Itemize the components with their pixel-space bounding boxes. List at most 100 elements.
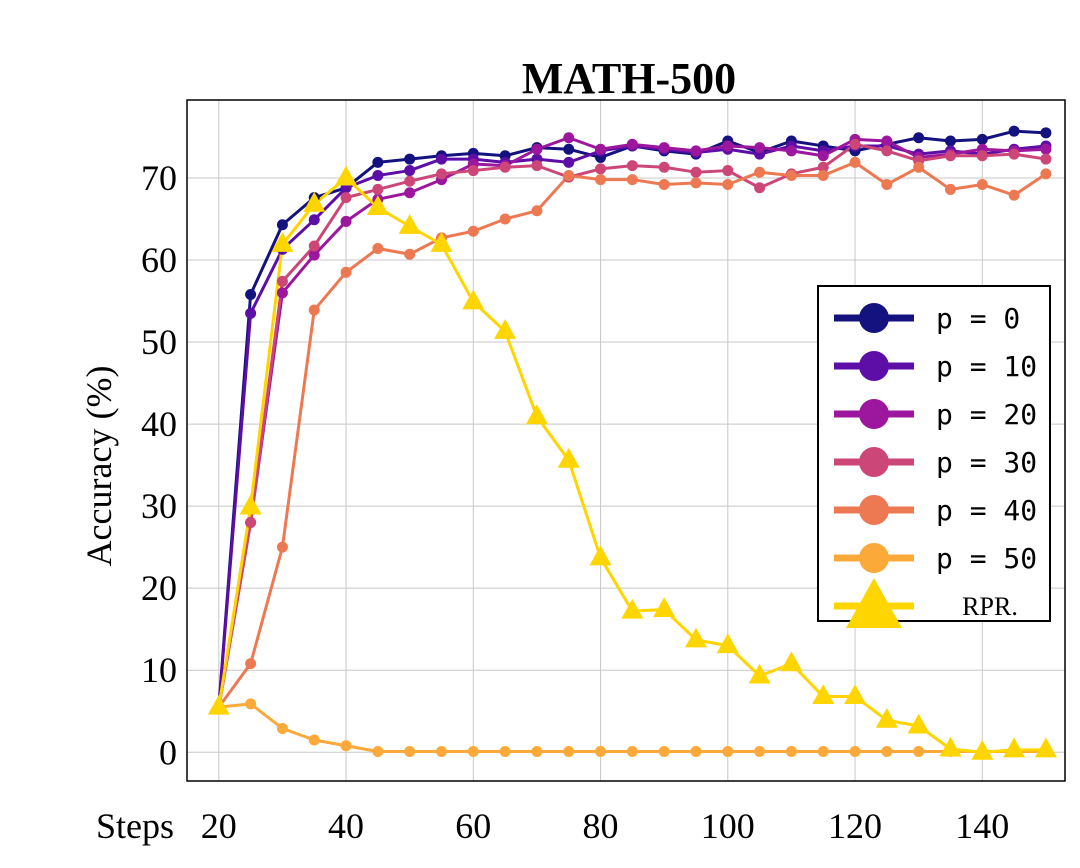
- data-point: [563, 143, 575, 155]
- plot-frame: [186, 99, 1066, 782]
- data-point: [462, 289, 485, 310]
- data-point: [976, 150, 988, 162]
- data-point: [849, 138, 861, 150]
- x-tick-label: 80: [583, 806, 619, 846]
- data-point: [563, 745, 575, 757]
- data-point: [372, 169, 384, 181]
- data-point: [372, 183, 384, 195]
- data-point: [531, 205, 543, 217]
- data-point: [754, 745, 766, 757]
- data-point: [913, 161, 925, 173]
- legend-marker: [846, 578, 902, 628]
- data-point: [944, 183, 956, 195]
- chart-title: MATH-500: [522, 54, 736, 103]
- data-point: [308, 304, 320, 316]
- data-point: [563, 156, 575, 168]
- data-point: [404, 248, 416, 260]
- data-point: [1040, 143, 1052, 155]
- y-tick-label: 50: [141, 322, 177, 362]
- data-point: [754, 182, 766, 194]
- x-axis-label: Steps: [96, 806, 174, 846]
- data-point: [499, 745, 511, 757]
- y-tick-label: 0: [159, 732, 177, 772]
- data-point: [716, 633, 739, 654]
- data-point: [722, 165, 734, 177]
- data-point: [372, 156, 384, 168]
- data-point: [881, 145, 893, 157]
- data-point: [372, 745, 384, 757]
- x-tick-label: 20: [201, 806, 237, 846]
- data-point: [1008, 125, 1020, 137]
- y-tick-label: 60: [141, 240, 177, 280]
- data-point: [340, 740, 352, 752]
- data-point: [308, 734, 320, 746]
- data-point: [404, 165, 416, 177]
- data-point: [276, 275, 288, 287]
- legend-marker: [859, 399, 889, 429]
- data-point: [1040, 153, 1052, 165]
- data-point: [785, 745, 797, 757]
- data-point: [595, 143, 607, 155]
- data-point: [271, 232, 294, 252]
- data-point: [404, 175, 416, 187]
- x-tick-label: 120: [828, 806, 882, 846]
- data-point: [817, 745, 829, 757]
- data-point: [563, 132, 575, 144]
- data-point: [499, 213, 511, 225]
- data-point: [467, 745, 479, 757]
- data-point: [690, 145, 702, 157]
- data-point: [849, 156, 861, 168]
- x-tick-label: 60: [455, 806, 491, 846]
- data-point: [976, 179, 988, 191]
- data-point: [276, 541, 288, 553]
- legend-marker: [859, 543, 889, 573]
- data-point: [1008, 148, 1020, 160]
- data-point: [881, 745, 893, 757]
- data-point: [817, 169, 829, 181]
- y-tick-label: 10: [141, 650, 177, 690]
- data-point: [563, 169, 575, 181]
- legend-box: [817, 285, 1051, 622]
- legend-label: p = 30: [936, 446, 1037, 479]
- data-point: [1034, 737, 1057, 758]
- data-point: [245, 698, 257, 710]
- data-point: [748, 663, 771, 684]
- data-point: [435, 168, 447, 180]
- data-point: [939, 736, 962, 757]
- data-point: [684, 627, 707, 648]
- data-point: [944, 150, 956, 162]
- data-point: [812, 684, 835, 705]
- data-point: [1040, 127, 1052, 139]
- data-point: [690, 166, 702, 178]
- data-point: [658, 745, 670, 757]
- data-point: [913, 745, 925, 757]
- data-point: [207, 694, 230, 715]
- data-point: [780, 651, 803, 672]
- data-point: [1003, 737, 1026, 758]
- data-point: [404, 153, 416, 165]
- data-point: [499, 161, 511, 173]
- data-point: [239, 494, 262, 515]
- legend-label: p = 40: [936, 494, 1037, 527]
- y-tick-label: 40: [141, 404, 177, 444]
- data-point: [913, 132, 925, 144]
- data-point: [276, 287, 288, 299]
- legend-label: p = 10: [936, 350, 1037, 383]
- x-tick-label: 40: [328, 806, 364, 846]
- data-point: [276, 722, 288, 734]
- data-point: [595, 174, 607, 186]
- legend-label: p = 20: [936, 398, 1037, 431]
- data-point: [1008, 189, 1020, 201]
- data-point: [494, 319, 517, 339]
- data-point: [722, 745, 734, 757]
- data-point: [722, 179, 734, 191]
- data-point: [467, 225, 479, 237]
- data-point: [435, 745, 447, 757]
- data-point: [621, 598, 644, 619]
- y-tick-label: 70: [141, 158, 177, 198]
- data-point: [785, 169, 797, 181]
- data-point: [303, 191, 326, 212]
- data-point: [340, 266, 352, 278]
- data-point: [335, 165, 358, 186]
- data-point: [245, 288, 257, 300]
